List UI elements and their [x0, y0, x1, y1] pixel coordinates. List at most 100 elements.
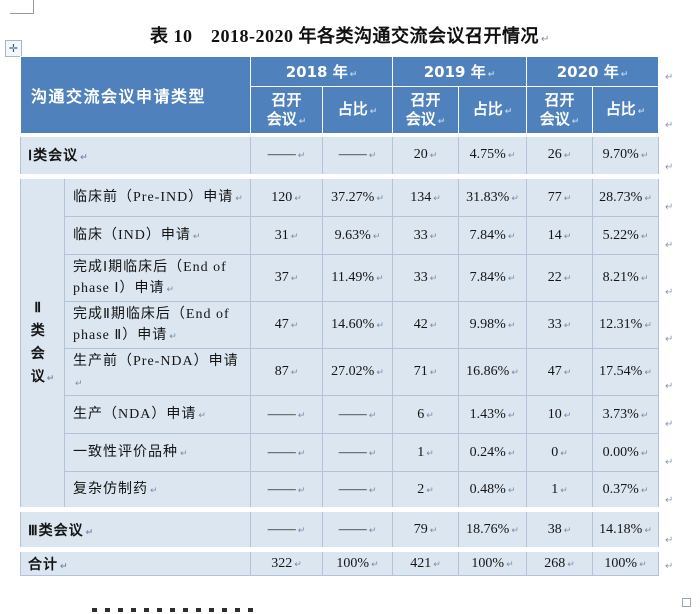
- value-cell[interactable]: 3.73% ↵: [592, 395, 660, 434]
- row-label-cell[interactable]: 临床（IND）申请 ↵: [63, 216, 252, 255]
- value-cell[interactable]: 120 ↵: [250, 174, 324, 217]
- value-cell[interactable]: 421 ↵: [392, 547, 460, 576]
- value-cell[interactable]: 0.24% ↵: [458, 433, 528, 472]
- subheader-percentage[interactable]: 占比 ↵: [592, 86, 660, 135]
- value-cell[interactable]: 28.73% ↵: [592, 174, 660, 217]
- value-cell[interactable]: 33 ↵: [392, 254, 460, 302]
- value-cell[interactable]: 268 ↵: [526, 547, 594, 576]
- value-cell[interactable]: 100% ↵: [592, 547, 660, 576]
- value-cell[interactable]: 14.18% ↵: [592, 507, 660, 550]
- subheader-meetings-held[interactable]: 召开 会议 ↵: [250, 86, 324, 135]
- value-cell[interactable]: 6 ↵: [392, 395, 460, 434]
- value-cell[interactable]: 322 ↵: [250, 547, 324, 576]
- table-row: 复杂仿制药 ↵ —— ↵ —— ↵ 2 ↵ 0.48% ↵ 1 ↵ 0.37% ↵: [21, 471, 660, 510]
- value-cell[interactable]: 17.54% ↵: [592, 348, 660, 396]
- cell-end-mark: ↵: [507, 410, 516, 421]
- value-cell[interactable]: 18.76% ↵: [458, 507, 528, 550]
- subheader-percentage[interactable]: 占比 ↵: [458, 86, 528, 135]
- row-label-cell[interactable]: 复杂仿制药 ↵: [63, 471, 252, 510]
- year-header-2018[interactable]: 2018 年 ↵: [250, 56, 394, 87]
- value-cell[interactable]: 37 ↵: [250, 254, 324, 302]
- value-cell[interactable]: 31.83% ↵: [458, 174, 528, 217]
- year-header-2019[interactable]: 2019 年 ↵: [392, 56, 528, 87]
- cell-text: 7.84%: [469, 227, 506, 243]
- value-cell[interactable]: 0.37% ↵: [592, 471, 660, 510]
- value-cell[interactable]: 2 ↵: [392, 471, 460, 510]
- value-cell[interactable]: 1.43% ↵: [458, 395, 528, 434]
- value-cell[interactable]: —— ↵: [250, 471, 324, 510]
- subheader-percentage[interactable]: 占比 ↵: [322, 86, 394, 135]
- value-cell[interactable]: 47 ↵: [250, 301, 324, 349]
- value-cell[interactable]: 9.70% ↵: [592, 132, 660, 177]
- value-cell[interactable]: 12.31% ↵: [592, 301, 660, 349]
- value-cell[interactable]: 100% ↵: [458, 547, 528, 576]
- value-cell[interactable]: 0 ↵: [526, 433, 594, 472]
- value-cell[interactable]: 7.84% ↵: [458, 216, 528, 255]
- value-cell[interactable]: 100% ↵: [322, 547, 394, 576]
- year-header-2020[interactable]: 2020 年 ↵: [526, 56, 660, 87]
- value-cell[interactable]: 42 ↵: [392, 301, 460, 349]
- row-label-cell[interactable]: 生产（NDA）申请 ↵: [63, 395, 252, 434]
- value-cell[interactable]: 33 ↵: [392, 216, 460, 255]
- value-cell[interactable]: 33 ↵: [526, 301, 594, 349]
- value-cell[interactable]: 38 ↵: [526, 507, 594, 550]
- row-label-cell[interactable]: 完成Ⅰ期临床后（End of phase Ⅰ）申请 ↵: [63, 254, 252, 302]
- cell-end-mark: ↵: [507, 485, 516, 496]
- value-cell[interactable]: —— ↵: [250, 132, 324, 177]
- value-cell[interactable]: 31 ↵: [250, 216, 324, 255]
- cell-end-mark: ↵: [294, 193, 302, 204]
- cell-end-mark: ↵: [297, 525, 306, 536]
- subheader-meetings-held[interactable]: 召开 会议 ↵: [526, 86, 594, 135]
- table-move-handle-icon[interactable]: ✛: [5, 40, 22, 57]
- row-label-cell[interactable]: Ⅰ类会议 ↵: [19, 132, 252, 177]
- cell-end-mark: ↵: [368, 485, 377, 496]
- row-label-cell[interactable]: 生产前（Pre-NDA）申请 ↵: [63, 348, 252, 396]
- row-label-cell[interactable]: 合计 ↵: [19, 547, 252, 576]
- value-cell[interactable]: —— ↵: [322, 132, 394, 177]
- row-label-cell[interactable]: 完成Ⅱ期临床后（End of phase Ⅱ）申请 ↵: [63, 301, 252, 349]
- value-cell[interactable]: 8.21% ↵: [592, 254, 660, 302]
- value-cell[interactable]: 1 ↵: [392, 433, 460, 472]
- value-cell[interactable]: 22 ↵: [526, 254, 594, 302]
- value-cell[interactable]: —— ↵: [322, 433, 394, 472]
- value-cell[interactable]: 9.98% ↵: [458, 301, 528, 349]
- value-cell[interactable]: —— ↵: [322, 507, 394, 550]
- value-cell[interactable]: 79 ↵: [392, 507, 460, 550]
- subheader-meetings-held[interactable]: 召开 会议 ↵: [392, 86, 460, 135]
- table-caption[interactable]: 表 10 2018-2020 年各类沟通交流会议召开情况 ↵: [0, 22, 700, 48]
- value-cell[interactable]: 14.60% ↵: [322, 301, 394, 349]
- value-cell[interactable]: 27.02% ↵: [322, 348, 394, 396]
- value-cell[interactable]: 9.63% ↵: [322, 216, 394, 255]
- value-cell[interactable]: 26 ↵: [526, 132, 594, 177]
- value-cell[interactable]: 37.27% ↵: [322, 174, 394, 217]
- value-cell[interactable]: 5.22% ↵: [592, 216, 660, 255]
- cell-end-mark: ↵: [85, 527, 95, 538]
- value-cell[interactable]: 11.49% ↵: [322, 254, 394, 302]
- value-cell[interactable]: 0.00% ↵: [592, 433, 660, 472]
- value-cell[interactable]: 77 ↵: [526, 174, 594, 217]
- value-cell[interactable]: 71 ↵: [392, 348, 460, 396]
- value-cell[interactable]: 14 ↵: [526, 216, 594, 255]
- column-header-type[interactable]: 沟通交流会议申请类型: [19, 56, 252, 135]
- value-cell[interactable]: 134 ↵: [392, 174, 460, 217]
- value-cell[interactable]: 47 ↵: [526, 348, 594, 396]
- value-cell[interactable]: —— ↵: [322, 471, 394, 510]
- row-label-cell[interactable]: 一致性评价品种 ↵: [63, 433, 252, 472]
- value-cell[interactable]: 87 ↵: [250, 348, 324, 396]
- value-cell[interactable]: —— ↵: [322, 395, 394, 434]
- value-cell[interactable]: 4.75% ↵: [458, 132, 528, 177]
- row-label-cell[interactable]: 临床前（Pre-IND）申请 ↵: [63, 174, 252, 217]
- value-cell[interactable]: 0.48% ↵: [458, 471, 528, 510]
- value-cell[interactable]: 16.86% ↵: [458, 348, 528, 396]
- value-cell[interactable]: 7.84% ↵: [458, 254, 528, 302]
- cell-text: 14.18%: [599, 521, 643, 537]
- row-label-cell[interactable]: Ⅲ类会议 ↵: [19, 507, 252, 550]
- group-label-cell[interactable]: Ⅱ 类 会 议 ↵: [20, 174, 65, 510]
- table-resize-handle[interactable]: [682, 598, 691, 607]
- value-cell[interactable]: 10 ↵: [526, 395, 594, 434]
- value-cell[interactable]: —— ↵: [250, 433, 324, 472]
- value-cell[interactable]: 1 ↵: [526, 471, 594, 510]
- value-cell[interactable]: —— ↵: [250, 507, 324, 550]
- value-cell[interactable]: 20 ↵: [392, 132, 460, 177]
- value-cell[interactable]: —— ↵: [250, 395, 324, 434]
